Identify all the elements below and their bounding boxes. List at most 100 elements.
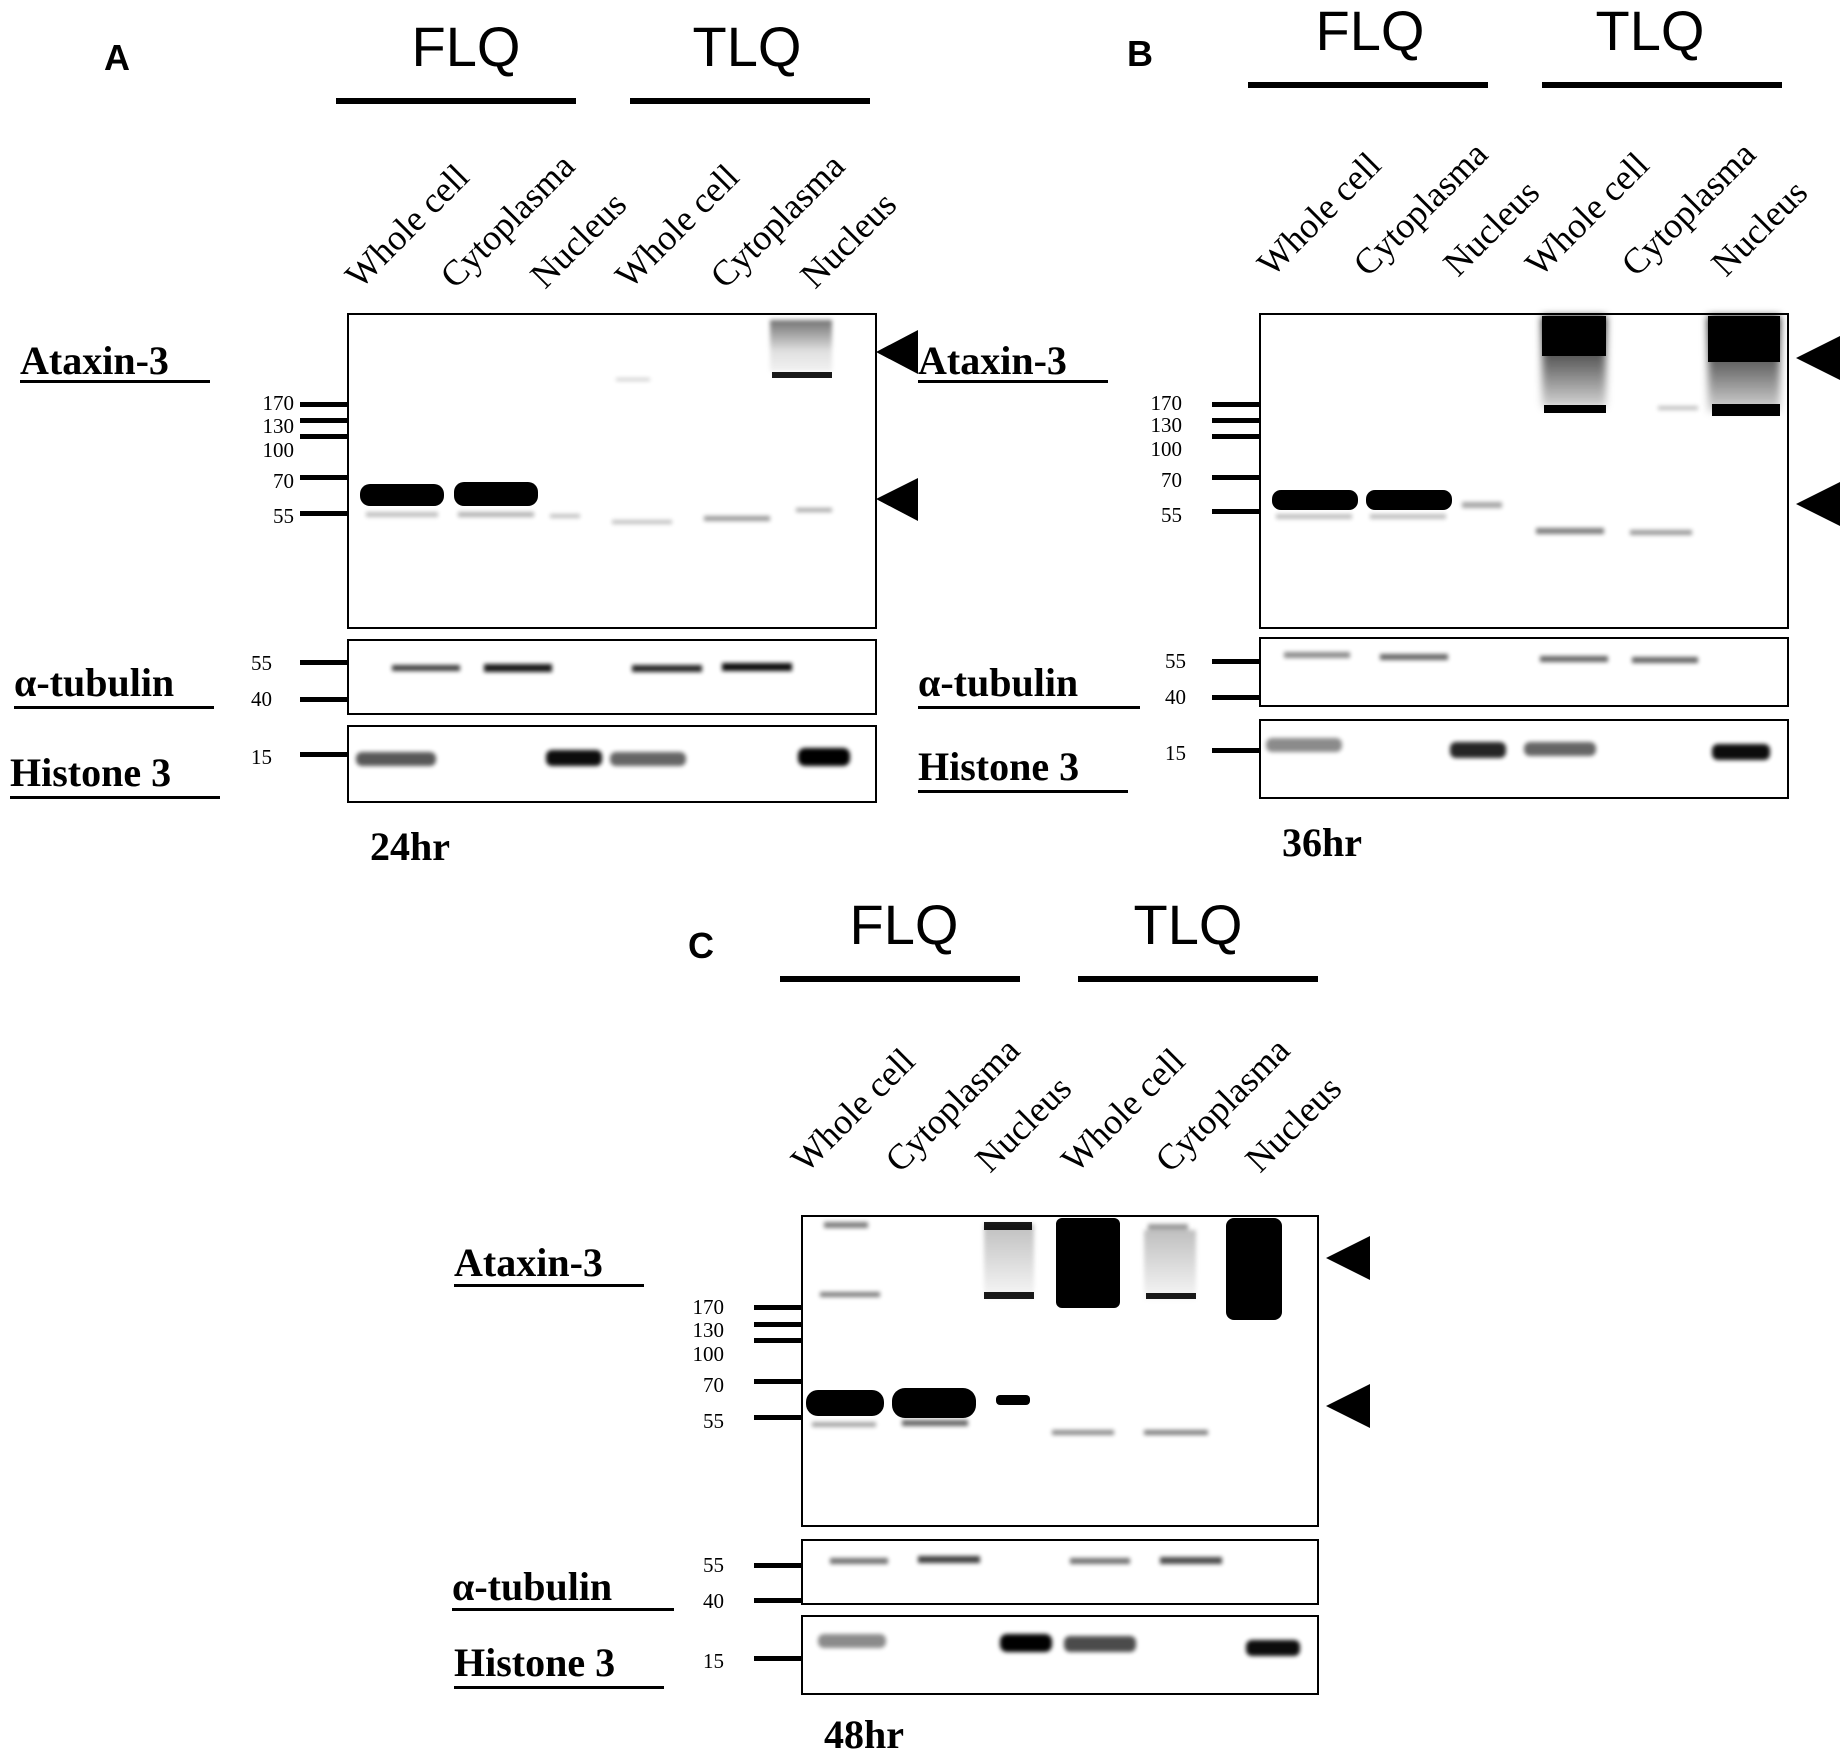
band — [704, 516, 770, 521]
group-bar-tlq — [1542, 82, 1782, 88]
tubulin-bands — [1284, 652, 1698, 663]
band — [1712, 404, 1780, 416]
marker-label: 100 — [1151, 437, 1183, 461]
band — [1380, 654, 1448, 660]
band — [1144, 1230, 1196, 1300]
histone-bands — [1266, 738, 1770, 760]
band — [1542, 316, 1606, 356]
band — [1370, 514, 1446, 519]
tubulin-blot-frame — [347, 639, 877, 715]
group-label-flq: FLQ — [412, 15, 521, 78]
band — [824, 1222, 868, 1228]
group-label-tlq: TLQ — [1134, 893, 1243, 956]
marker-label: 100 — [263, 438, 295, 462]
band — [1630, 530, 1692, 535]
blot-label-underline — [14, 706, 214, 709]
band — [616, 378, 650, 381]
marker-label: 130 — [693, 1318, 725, 1342]
blot-label-underline — [918, 380, 1108, 383]
blot-label-alpha-tubulin: α-tubulin — [452, 1564, 612, 1609]
band — [1276, 514, 1352, 519]
band — [458, 512, 534, 517]
histone-bands — [356, 748, 850, 766]
band — [1226, 1218, 1282, 1320]
blot-label-underline — [454, 1284, 644, 1287]
band — [984, 1222, 1032, 1230]
band — [550, 514, 580, 518]
band — [1524, 742, 1596, 756]
band — [454, 482, 538, 506]
marker-tick — [754, 1338, 802, 1343]
blot-label-underline — [10, 796, 220, 799]
blot-label-histone-3: Histone 3 — [10, 750, 171, 795]
histone-bands — [818, 1634, 1300, 1656]
marker-tick — [1212, 748, 1260, 753]
band — [366, 512, 438, 517]
band — [796, 508, 832, 512]
band — [356, 752, 436, 766]
marker-tick — [300, 752, 348, 757]
marker-tick — [1212, 402, 1260, 407]
blot-label-alpha-tubulin: α-tubulin — [918, 660, 1078, 705]
timepoint-label: 36hr — [1282, 820, 1362, 865]
marker-label: 130 — [263, 414, 295, 438]
marker-tick — [1212, 659, 1260, 664]
panel-letter: B — [1127, 33, 1153, 74]
marker-tick — [300, 434, 348, 439]
marker-label: 15 — [1165, 741, 1186, 765]
panel-letter: A — [104, 37, 130, 78]
marker-label: 170 — [1151, 391, 1183, 415]
group-bar-flq — [780, 976, 1020, 982]
marker-label: 70 — [703, 1373, 724, 1397]
band — [610, 752, 686, 766]
marker-label: 55 — [1161, 503, 1182, 527]
ataxin-blot-frame — [1259, 313, 1789, 629]
marker-label: 55 — [251, 651, 272, 675]
marker-tick — [300, 660, 348, 665]
band — [812, 1422, 876, 1427]
marker-label: 70 — [273, 469, 294, 493]
tubulin-blot-frame — [1259, 637, 1789, 707]
band — [984, 1224, 1034, 1298]
blot-label-ataxin-3: Ataxin-3 — [918, 338, 1067, 383]
histone-blot-frame — [1259, 719, 1789, 799]
marker-tick — [754, 1379, 802, 1384]
band — [902, 1420, 968, 1426]
band — [984, 1292, 1034, 1299]
marker-tick — [300, 475, 348, 480]
band — [612, 520, 672, 524]
lane-labels: Whole cell Cytoplasma Nucleus Whole cell… — [337, 146, 904, 296]
band — [484, 664, 552, 672]
group-label-flq: FLQ — [1316, 0, 1425, 62]
tubulin-bands — [392, 663, 792, 672]
blot-label-ataxin-3: Ataxin-3 — [20, 338, 169, 383]
arrowhead-icon — [876, 330, 918, 374]
arrowhead-icon — [1326, 1384, 1370, 1428]
panel-c: C FLQ TLQ Whole cell Cytoplasma Nucleus … — [452, 893, 1370, 1757]
histone-blot-frame — [801, 1615, 1319, 1695]
band — [1272, 490, 1358, 510]
group-label-flq: FLQ — [850, 893, 959, 956]
band — [818, 1634, 886, 1648]
band — [1450, 742, 1506, 758]
marker-tick — [1212, 475, 1260, 480]
marker-label: 40 — [703, 1589, 724, 1613]
marker-tick — [1212, 418, 1260, 423]
blot-label-underline — [20, 380, 210, 383]
ataxin-bands — [360, 320, 832, 524]
band — [1056, 1218, 1120, 1308]
marker-label: 55 — [273, 504, 294, 528]
marker-tick — [300, 418, 348, 423]
band — [632, 665, 702, 672]
band — [1366, 490, 1452, 510]
ataxin-marker-ladder: 170 130 100 70 55 — [1151, 391, 1260, 527]
marker-tick — [754, 1598, 802, 1603]
band — [1536, 528, 1604, 534]
marker-tick — [1212, 695, 1260, 700]
band — [1708, 316, 1780, 362]
ataxin-marker-ladder: 170 130 100 70 55 — [693, 1295, 802, 1433]
marker-tick — [754, 1322, 802, 1327]
panel-letter: C — [688, 925, 714, 966]
lane-labels: Whole cell Cytoplasma Nucleus Whole cell… — [783, 1030, 1349, 1180]
blot-label-histone-3: Histone 3 — [918, 744, 1079, 789]
